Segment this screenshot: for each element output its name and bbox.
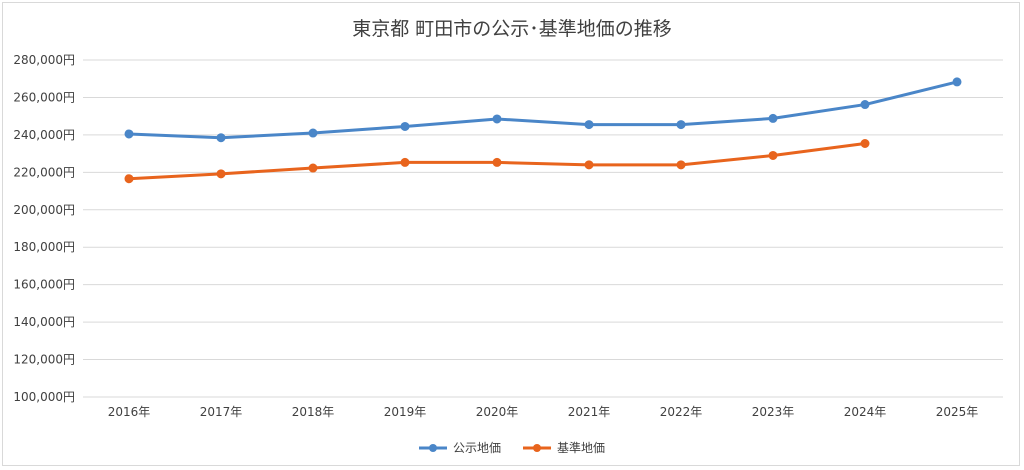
y-tick-label: 280,000円	[13, 53, 75, 67]
x-tick-label: 2023年	[752, 405, 795, 419]
data-point	[676, 160, 686, 170]
gridlines	[83, 59, 1003, 398]
y-tick-label: 120,000円	[13, 353, 75, 367]
y-tick-label: 200,000円	[13, 203, 75, 217]
data-point	[124, 174, 134, 184]
data-point	[952, 77, 962, 87]
series-1	[124, 77, 962, 143]
x-axis-tick-labels: 2016年 2017年 2018年 2019年 2020年 2021年 2022年 2023年…	[108, 405, 979, 419]
data-point	[400, 157, 410, 167]
x-tick-label: 2025年	[936, 405, 979, 419]
y-tick-label: 160,000円	[13, 278, 75, 292]
y-tick-label: 220,000円	[13, 165, 75, 179]
data-point	[216, 169, 226, 179]
y-tick-label: 180,000円	[13, 240, 75, 254]
line-chart: 東京都 町田市の公示･基準地価の推移 100,000円 120,000円 140,0…	[13, 18, 1003, 455]
data-point	[860, 100, 870, 110]
x-tick-label: 2017年	[200, 405, 243, 419]
x-tick-label: 2019年	[384, 405, 427, 419]
chart-title: 東京都 町田市の公示･基準地価の推移	[352, 18, 672, 40]
legend-item: 公示地価	[419, 441, 501, 455]
x-tick-label: 2022年	[660, 405, 703, 419]
data-point	[492, 114, 502, 124]
y-tick-label: 100,000円	[13, 390, 75, 404]
legend-label: 基準地価	[557, 440, 605, 455]
legend-swatch-marker	[429, 444, 437, 452]
legend-item: 基準地価	[523, 440, 605, 455]
data-point	[860, 139, 870, 149]
legend-label: 公示地価	[453, 441, 501, 455]
legend: 公示地価 基準地価	[419, 440, 605, 455]
series-2	[124, 139, 870, 184]
data-point	[768, 150, 778, 160]
series-line	[127, 80, 959, 140]
data-point	[308, 128, 318, 138]
y-tick-label: 140,000円	[13, 315, 75, 329]
x-tick-label: 2020年	[476, 405, 519, 419]
series-lines	[124, 77, 962, 184]
legend-swatch-marker	[533, 444, 541, 452]
x-tick-label: 2024年	[844, 405, 887, 419]
x-tick-label: 2016年	[108, 405, 151, 419]
data-point	[400, 121, 410, 131]
data-point	[492, 157, 502, 167]
data-point	[308, 163, 318, 173]
y-tick-label: 260,000円	[13, 90, 75, 104]
x-tick-label: 2018年	[292, 405, 335, 419]
y-axis-tick-labels: 100,000円 120,000円 140,000円 160,000円 180,000円…	[13, 53, 75, 404]
x-tick-label: 2021年	[568, 405, 611, 419]
data-point	[124, 129, 134, 139]
data-point	[676, 120, 686, 130]
y-tick-label: 240,000円	[13, 128, 75, 142]
data-point	[584, 120, 594, 130]
data-point	[584, 160, 594, 170]
data-point	[216, 133, 226, 143]
data-point	[768, 113, 778, 123]
